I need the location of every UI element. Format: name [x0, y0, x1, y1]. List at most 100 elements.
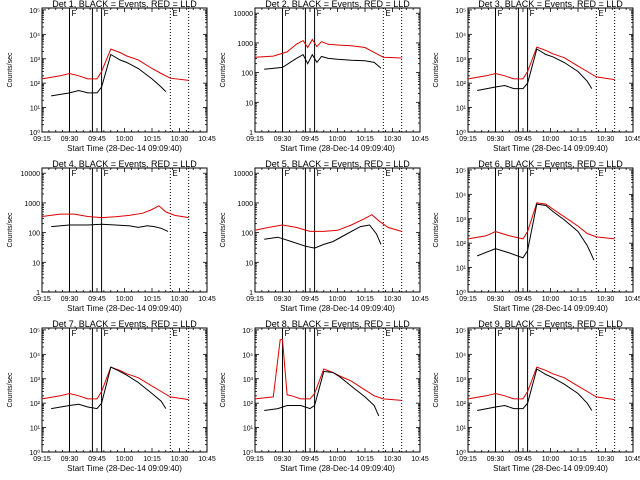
x-tick-label: 09:15 — [33, 456, 51, 463]
y-tick-label: 10⁵ — [455, 328, 466, 335]
x-tick-label: 09:45 — [514, 136, 532, 143]
panel-title: Det 1, BLACK = Events, RED = LLD — [52, 0, 197, 9]
x-axis-label: Start Time (28-Dec-14 09:09:40) — [493, 144, 608, 153]
y-tick-label: 1000 — [24, 201, 40, 208]
x-tick-label: 10:45 — [624, 456, 640, 463]
y-tick-label: 10² — [30, 401, 41, 408]
series-lld-line — [41, 205, 189, 219]
x-axis-label: Start Time (28-Dec-14 09:09:40) — [280, 144, 395, 153]
y-tick-label: 10 — [245, 100, 253, 107]
panel-title: Det 5, BLACK = Events, RED = LLD — [265, 159, 410, 169]
interval-marker-label: E — [598, 9, 603, 18]
x-tick-label: 10:30 — [597, 456, 615, 463]
plot-frame — [467, 327, 634, 453]
series-lld-line — [467, 202, 615, 240]
x-tick-label: 10:00 — [542, 456, 560, 463]
y-tick-label: 10¹ — [30, 426, 41, 433]
y-tick-label: 10³ — [30, 57, 41, 64]
y-axis-label: Counts/sec — [433, 372, 440, 408]
y-tick-label: 10¹ — [243, 426, 254, 433]
y-tick-label: 1 — [249, 290, 253, 297]
x-tick-label: 10:45 — [411, 136, 429, 143]
series-events-line — [264, 53, 382, 70]
interval-marker-label: F — [530, 329, 535, 338]
panel-title: Det 4, BLACK = Events, RED = LLD — [52, 159, 197, 169]
x-tick-label: 10:00 — [116, 136, 134, 143]
y-tick-label: 10¹ — [30, 106, 41, 113]
x-tick-label: 09:45 — [514, 296, 532, 303]
x-tick-label: 09:15 — [246, 296, 264, 303]
x-tick-label: 10:15 — [143, 136, 161, 143]
x-tick-label: 10:00 — [542, 296, 560, 303]
x-axis-label: Start Time (28-Dec-14 09:09:40) — [493, 464, 608, 473]
y-tick-label: 10⁵ — [29, 328, 40, 335]
x-axis-label: Start Time (28-Dec-14 09:09:40) — [67, 304, 182, 313]
panel-det-2: Det 2, BLACK = Events, RED = LLD 1 10 100 10… — [220, 0, 429, 153]
x-tick-label: 09:30 — [61, 456, 79, 463]
interval-marker-label: F — [72, 329, 77, 338]
interval-marker-label: F — [72, 169, 77, 178]
panel-det-4: Det 4, BLACK = Events, RED = LLD 1 10 100 10… — [7, 159, 216, 313]
x-tick-label: 09:30 — [61, 136, 79, 143]
interval-marker-label: F — [285, 329, 290, 338]
y-tick-label: 10000 — [234, 11, 254, 18]
x-tick-label: 10:45 — [198, 136, 216, 143]
interval-marker-label: E — [172, 329, 177, 338]
y-tick-label: 10² — [30, 81, 41, 88]
x-tick-label: 10:15 — [356, 456, 374, 463]
series-events-line — [51, 223, 169, 232]
interval-marker-label: E — [172, 169, 177, 178]
y-tick-label: 10³ — [243, 377, 254, 384]
interval-marker-label: F — [317, 9, 322, 18]
x-tick-label: 09:15 — [33, 136, 51, 143]
y-tick-label: 1 — [36, 290, 40, 297]
y-axis-label: Counts/sec — [220, 372, 227, 408]
y-axis-label: Counts/sec — [7, 52, 14, 88]
x-tick-label: 09:30 — [274, 136, 292, 143]
series-lld-line — [41, 48, 189, 81]
x-tick-label: 10:15 — [356, 136, 374, 143]
x-tick-label: 10:00 — [116, 456, 134, 463]
y-tick-label: 10⁰ — [455, 289, 466, 297]
y-tick-label: 10⁰ — [29, 449, 40, 457]
x-tick-label: 09:15 — [246, 136, 264, 143]
y-tick-label: 10² — [456, 81, 467, 88]
panel-det-7: Det 7, BLACK = Events, RED = LLD 10⁰ 10¹ 10… — [7, 319, 216, 473]
y-tick-label: 10⁴ — [29, 352, 40, 359]
x-tick-label: 10:00 — [116, 296, 134, 303]
x-tick-label: 10:30 — [384, 136, 402, 143]
y-tick-label: 10⁵ — [455, 168, 466, 175]
x-tick-label: 10:45 — [411, 456, 429, 463]
interval-marker-label: F — [317, 169, 322, 178]
interval-marker-label: F — [498, 169, 503, 178]
x-tick-label: 09:45 — [88, 456, 106, 463]
x-tick-label: 10:45 — [198, 456, 216, 463]
x-tick-label: 10:15 — [569, 136, 587, 143]
plot-frame — [41, 7, 208, 133]
y-tick-label: 10⁴ — [455, 192, 466, 199]
y-tick-label: 10⁴ — [242, 352, 253, 359]
x-tick-label: 10:45 — [624, 136, 640, 143]
y-tick-label: 10⁰ — [29, 129, 40, 137]
x-tick-label: 09:45 — [301, 456, 319, 463]
interval-marker-label: F — [104, 329, 109, 338]
panel-det-9: Det 9, BLACK = Events, RED = LLD 10⁰ 10¹ 10… — [433, 319, 640, 473]
x-tick-label: 09:15 — [459, 296, 477, 303]
y-tick-label: 10³ — [456, 377, 467, 384]
x-tick-label: 09:15 — [33, 296, 51, 303]
x-tick-label: 10:30 — [597, 296, 615, 303]
x-tick-label: 10:30 — [597, 136, 615, 143]
x-tick-label: 10:15 — [143, 456, 161, 463]
interval-marker-label: F — [72, 9, 77, 18]
series-lld-line — [41, 366, 189, 401]
series-lld-line — [467, 46, 615, 81]
x-tick-label: 09:30 — [487, 296, 505, 303]
interval-marker-label: E — [385, 9, 390, 18]
series-lld-line — [254, 38, 402, 59]
y-tick-label: 10³ — [30, 377, 41, 384]
panel-title: Det 9, BLACK = Events, RED = LLD — [478, 319, 623, 329]
series-events-line — [477, 48, 593, 91]
y-tick-label: 10² — [456, 401, 467, 408]
series-events-line — [264, 224, 382, 249]
